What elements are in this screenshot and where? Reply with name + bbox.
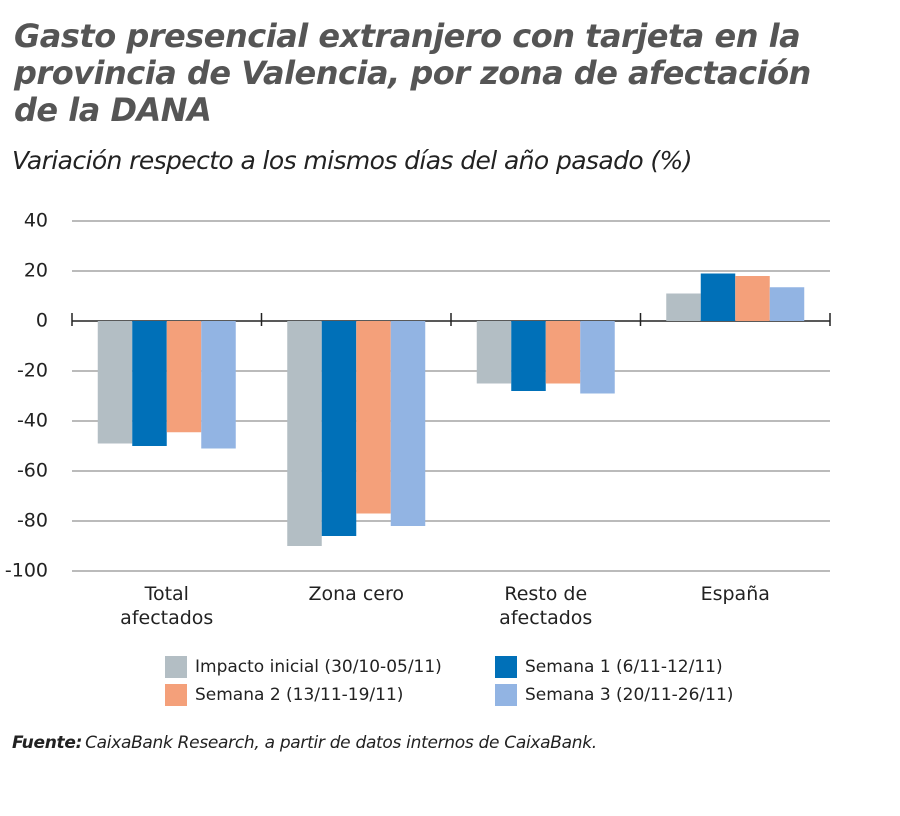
bar (321, 321, 357, 536)
x-tick-label: Resto de afectados (499, 583, 593, 629)
y-tick-label: 20 (24, 260, 48, 282)
bar (476, 321, 512, 384)
legend-item: Semana 2 (13/11-19/11) (165, 684, 495, 706)
x-tick-label: España (700, 583, 770, 605)
legend-label: Semana 2 (13/11-19/11) (195, 685, 404, 705)
bar (700, 273, 736, 321)
y-tick-label: 0 (36, 310, 48, 332)
bar (132, 321, 167, 446)
legend-swatch (495, 656, 517, 678)
legend-label: Impacto inicial (30/10-05/11) (195, 657, 442, 677)
chart-subtitle: Variación respecto a los mismos días del… (12, 146, 692, 175)
legend: Impacto inicial (30/10-05/11) Semana 1 (6… (165, 656, 755, 706)
bar (166, 321, 202, 433)
chart-title: Gasto presencial extranjero con tarjeta … (14, 17, 811, 129)
bar (390, 321, 426, 526)
bar (666, 293, 701, 321)
x-tick-label: Zona cero (308, 583, 405, 605)
bar (769, 287, 805, 321)
y-tick-label: -100 (5, 560, 48, 582)
bar (201, 321, 236, 449)
source-text: CaixaBank Research, a partir de datos in… (85, 733, 597, 753)
y-tick-label: -20 (17, 360, 48, 382)
bar (580, 321, 615, 394)
x-tick-label: Total afectados (120, 583, 214, 629)
bar (511, 321, 546, 391)
legend-label: Semana 1 (6/11-12/11) (525, 657, 723, 677)
bar (287, 321, 322, 546)
bar (97, 321, 133, 444)
bar (735, 276, 770, 321)
bar (545, 321, 581, 384)
y-tick-label: -40 (17, 410, 48, 432)
legend-label: Semana 3 (20/11-26/11) (525, 685, 734, 705)
source: Fuente: CaixaBank Research, a partir de d… (12, 733, 597, 753)
legend-item: Semana 1 (6/11-12/11) (495, 656, 755, 678)
y-tick-label: -60 (17, 460, 48, 482)
source-label: Fuente: (12, 733, 83, 753)
legend-swatch (495, 684, 517, 706)
legend-swatch (165, 684, 187, 706)
legend-item: Impacto inicial (30/10-05/11) (165, 656, 495, 678)
y-tick-label: 40 (24, 210, 48, 232)
legend-swatch (165, 656, 187, 678)
y-tick-label: -80 (17, 510, 48, 532)
bar (356, 321, 391, 514)
legend-item: Semana 3 (20/11-26/11) (495, 684, 755, 706)
